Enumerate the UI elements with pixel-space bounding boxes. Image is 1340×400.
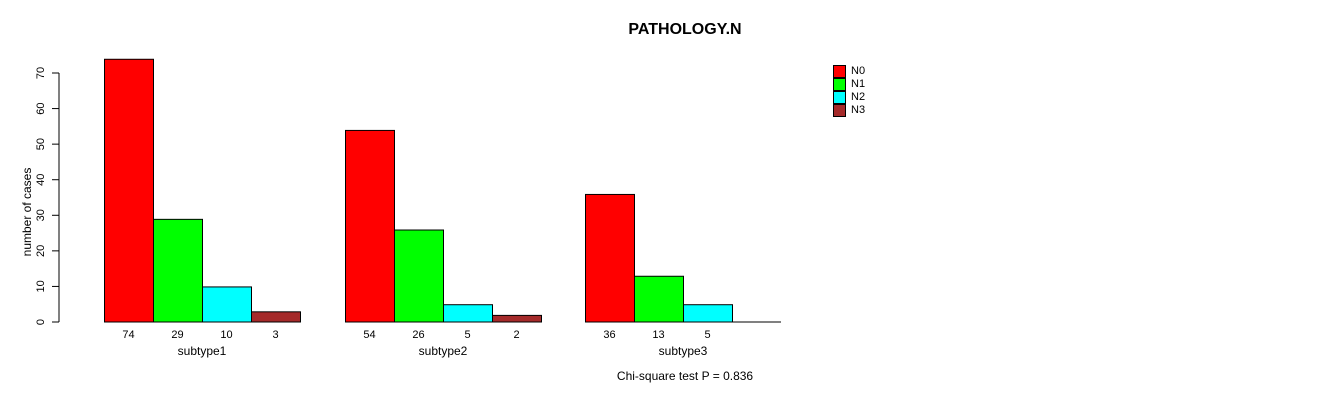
bar-subtype1-N2 [202, 286, 252, 323]
legend-item-N3: N3 [833, 104, 865, 117]
bar-value-label-subtype2-N0: 54 [363, 329, 375, 341]
bar-value-label-subtype3-N2: 5 [704, 329, 710, 341]
group-label-subtype3: subtype3 [659, 344, 708, 358]
y-tick-label-70: 70 [35, 67, 47, 79]
bar-subtype2-N2 [443, 304, 493, 323]
bar-subtype1-N1 [153, 218, 203, 323]
group-label-subtype1: subtype1 [178, 344, 227, 358]
legend-swatch-N3 [833, 104, 846, 117]
bar-value-label-subtype2-N3: 2 [513, 329, 519, 341]
legend-swatch-N1 [833, 78, 846, 91]
legend: N0 N1 N2 N3 [833, 65, 865, 117]
bar-value-label-subtype2-N2: 5 [464, 329, 470, 341]
bar-subtype2-N1 [394, 229, 444, 323]
bar-value-label-subtype3-N1: 13 [652, 329, 664, 341]
group-label-subtype2: subtype2 [419, 344, 468, 358]
y-tick-label-60: 60 [35, 102, 47, 114]
y-tick-label-20: 20 [35, 245, 47, 257]
bar-subtype2-N3 [492, 314, 542, 323]
legend-item-N2: N2 [833, 91, 865, 104]
bar-subtype3-N2 [683, 304, 733, 323]
y-tick-label-10: 10 [35, 280, 47, 292]
y-tick-label-30: 30 [35, 209, 47, 221]
y-tick-label-40: 40 [35, 174, 47, 186]
bar-subtype3-N1 [634, 275, 684, 323]
legend-item-N0: N0 [833, 65, 865, 78]
y-tick-label-0: 0 [35, 319, 47, 325]
legend-label-N0: N0 [851, 65, 866, 77]
legend-item-N1: N1 [833, 78, 865, 91]
bar-value-label-subtype1-N1: 29 [171, 329, 183, 341]
bar-subtype3-N0 [585, 193, 635, 323]
bar-value-label-subtype1-N0: 74 [122, 329, 134, 341]
bar-value-label-subtype2-N1: 26 [412, 329, 424, 341]
bar-subtype1-N0 [104, 58, 154, 323]
bar-value-label-subtype1-N2: 10 [220, 329, 232, 341]
bar-value-label-subtype3-N0: 36 [603, 329, 615, 341]
legend-label-N2: N2 [851, 91, 866, 103]
bar-value-label-subtype1-N3: 3 [272, 329, 278, 341]
chi-square-annotation: Chi-square test P = 0.836 [616, 369, 754, 383]
legend-swatch-N2 [833, 91, 846, 104]
legend-swatch-N0 [833, 65, 846, 78]
legend-label-N1: N1 [851, 78, 866, 90]
bar-subtype2-N0 [345, 129, 395, 323]
bar-subtype1-N3 [251, 311, 301, 323]
y-tick-label-50: 50 [35, 138, 47, 150]
chart-title: PATHOLOGY.N [628, 21, 742, 38]
legend-label-N3: N3 [851, 104, 866, 116]
